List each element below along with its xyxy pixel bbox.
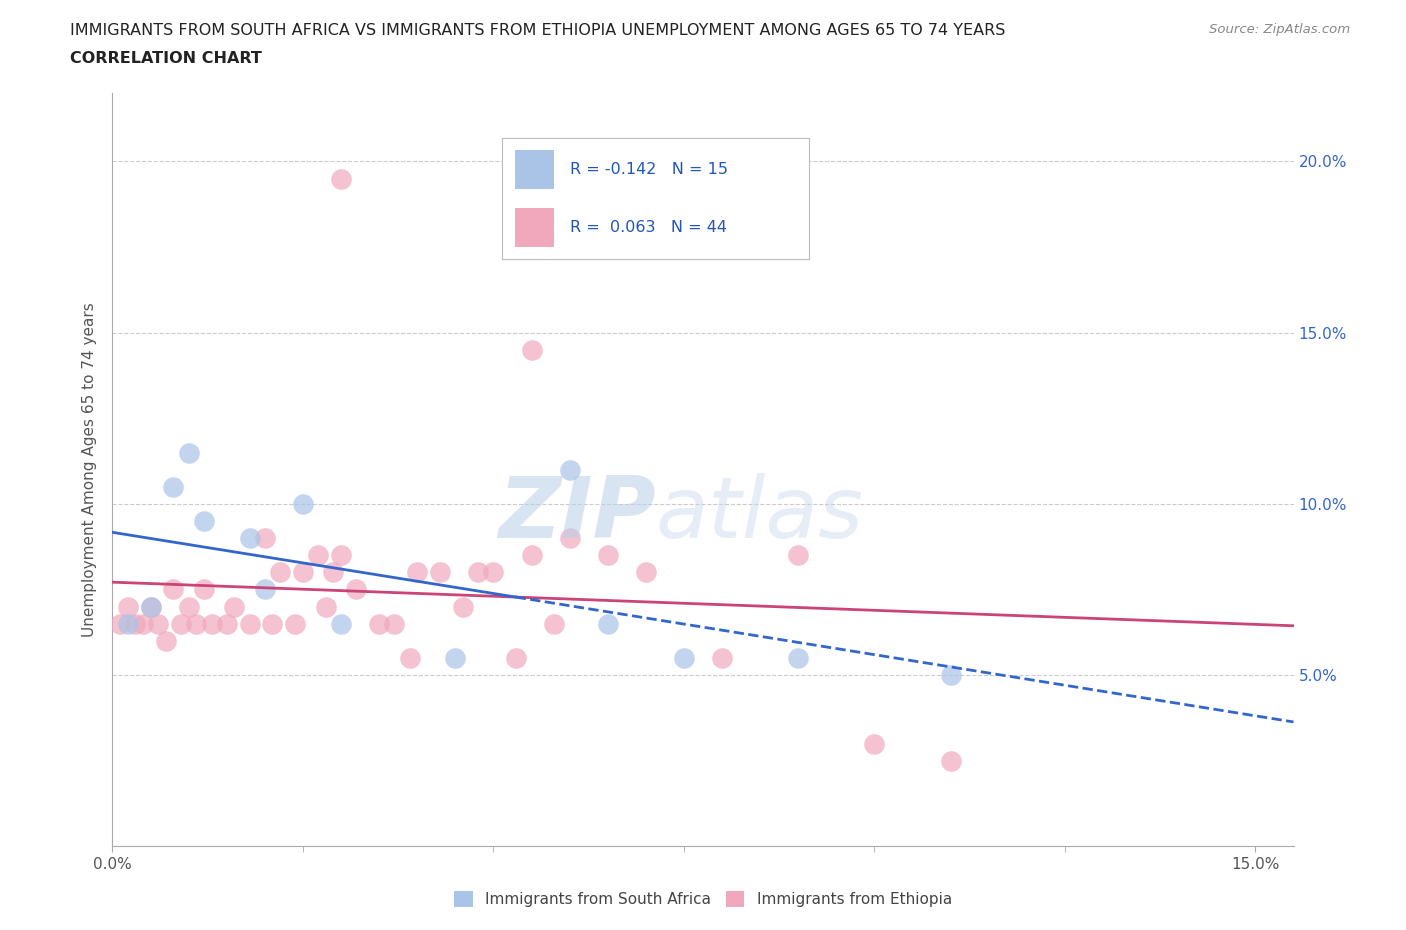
Point: [330, 548, 353, 563]
Point: [384, 617, 406, 631]
Point: [253, 582, 276, 597]
Point: [193, 513, 215, 528]
Point: [139, 599, 162, 614]
Point: [215, 617, 238, 631]
Point: [444, 651, 467, 666]
Point: [108, 617, 131, 631]
Point: [239, 531, 262, 546]
Point: [148, 617, 170, 631]
Point: [162, 479, 184, 494]
Point: [482, 565, 505, 579]
Point: [505, 651, 527, 666]
Point: [543, 617, 565, 631]
Point: [330, 617, 353, 631]
Point: [672, 651, 695, 666]
Point: [863, 737, 886, 751]
Point: [322, 565, 344, 579]
Point: [284, 617, 307, 631]
Point: [344, 582, 367, 597]
Point: [398, 651, 420, 666]
Point: [155, 633, 177, 648]
Point: [162, 582, 184, 597]
Point: [239, 617, 262, 631]
Point: [291, 497, 314, 512]
Text: atlas: atlas: [655, 473, 863, 556]
Point: [451, 599, 474, 614]
Point: [429, 565, 451, 579]
Point: [117, 617, 139, 631]
Point: [186, 617, 208, 631]
Point: [787, 651, 810, 666]
Point: [596, 548, 619, 563]
Point: [520, 548, 543, 563]
Point: [520, 342, 543, 357]
Text: ZIP: ZIP: [498, 473, 655, 556]
Point: [262, 617, 284, 631]
Point: [200, 617, 222, 631]
Point: [558, 462, 581, 477]
Point: [467, 565, 489, 579]
Point: [253, 531, 276, 546]
Point: [177, 445, 200, 460]
Point: [368, 617, 391, 631]
Point: [124, 617, 146, 631]
Point: [307, 548, 329, 563]
Point: [170, 617, 193, 631]
Point: [596, 617, 619, 631]
Point: [177, 599, 200, 614]
Point: [117, 599, 139, 614]
Text: Source: ZipAtlas.com: Source: ZipAtlas.com: [1209, 23, 1350, 36]
Point: [224, 599, 246, 614]
Point: [787, 548, 810, 563]
Point: [330, 171, 353, 186]
Point: [558, 531, 581, 546]
Text: IMMIGRANTS FROM SOUTH AFRICA VS IMMIGRANTS FROM ETHIOPIA UNEMPLOYMENT AMONG AGES: IMMIGRANTS FROM SOUTH AFRICA VS IMMIGRAN…: [70, 23, 1005, 38]
Point: [634, 565, 657, 579]
Point: [139, 599, 162, 614]
Point: [939, 668, 962, 683]
Point: [711, 651, 734, 666]
Text: CORRELATION CHART: CORRELATION CHART: [70, 51, 262, 66]
Point: [406, 565, 429, 579]
Y-axis label: Unemployment Among Ages 65 to 74 years: Unemployment Among Ages 65 to 74 years: [82, 302, 97, 637]
Legend: Immigrants from South Africa, Immigrants from Ethiopia: Immigrants from South Africa, Immigrants…: [449, 884, 957, 913]
Point: [269, 565, 291, 579]
Point: [315, 599, 337, 614]
Point: [193, 582, 215, 597]
Point: [291, 565, 314, 579]
Point: [939, 753, 962, 768]
Point: [132, 617, 155, 631]
